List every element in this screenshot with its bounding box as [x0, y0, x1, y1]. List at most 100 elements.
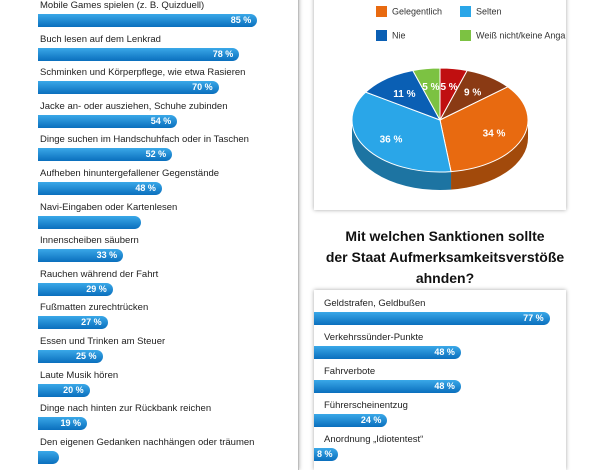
pie-slice-label: 5 % — [440, 82, 457, 93]
activity-bar: 70 % — [38, 81, 219, 95]
legend-swatch — [460, 6, 471, 18]
sanction-label: Geldstrafen, Geldbußen — [324, 298, 426, 309]
sanctions-title-line: Mit welchen Sanktionen sollte — [345, 228, 545, 244]
sanction-row: Verkehrssünder-Punkte 48 % — [314, 332, 562, 364]
activity-label: Den eigenen Gedanken nachhängen oder trä… — [40, 436, 255, 448]
activity-value: 78 % — [212, 48, 234, 59]
activity-label: Fußmatten zurechtrücken — [40, 302, 149, 314]
activity-bar: 78 % — [38, 47, 240, 61]
activity-label: Rauchen während der Fahrt — [40, 268, 159, 280]
pie-panel: Gelegentlich Selten Nie Weiß nicht/keine… — [314, 0, 566, 210]
activity-value: 25 % — [75, 351, 97, 361]
pie-slice-label: 5 % — [422, 82, 439, 93]
sanction-label: Verkehrssünder-Punkte — [324, 332, 424, 343]
activity-label: Navi-Eingaben oder Kartenlesen — [40, 201, 178, 213]
sanction-bar: 77 % — [314, 312, 550, 325]
sanction-row: Fahrverbote 48 % — [314, 366, 562, 398]
activity-row: Den eigenen Gedanken nachhängen oder trä… — [38, 437, 296, 469]
pie-slice-side — [352, 120, 452, 190]
legend-item-weiss-nicht: Weiß nicht/keine Angabe — [460, 30, 566, 42]
legend-label: Nie — [392, 30, 406, 41]
activity-value: 27 % — [81, 317, 102, 328]
pie-slice-label: 34 % — [483, 129, 506, 140]
legend-swatch — [376, 6, 387, 18]
activity-label: Laute Musik hören — [40, 369, 119, 381]
activity-row: Aufheben hinuntergefallener Gegenstände 4… — [38, 168, 296, 200]
pie-slice-side — [451, 120, 528, 190]
legend-item-selten: Selten — [460, 6, 502, 18]
activity-bar: 27 % — [38, 316, 108, 330]
activity-label: Schminken und Körperpflege, wie etwa Ras… — [40, 67, 246, 79]
activity-value: 29 % — [86, 283, 107, 294]
sanction-value: 48 % — [434, 381, 455, 391]
legend-label: Selten — [476, 6, 502, 17]
activity-bar: 85 % — [38, 14, 258, 27]
activity-bar — [38, 215, 142, 229]
pie-slice-label: 11 % — [393, 89, 415, 100]
activity-bar — [38, 450, 59, 464]
sanction-bar: 48 % — [314, 380, 461, 393]
legend-label: Gelegentlich — [392, 6, 443, 17]
activity-row: Dinge suchen im Handschuhfach oder in Ta… — [38, 134, 296, 166]
activity-row: Navi-Eingaben oder Kartenlesen — [38, 202, 296, 234]
legend-item-gelegentlich: Gelegentlich — [376, 6, 443, 18]
activity-label: Dinge suchen im Handschuhfach oder in Ta… — [40, 134, 249, 146]
activity-row: Schminken und Körperpflege, wie etwa Ras… — [38, 67, 296, 99]
activity-bar: 29 % — [38, 282, 113, 296]
activity-label: Aufheben hinuntergefallener Gegenstände — [40, 168, 220, 179]
activity-bar: 52 % — [38, 148, 173, 162]
activity-value: 48 % — [135, 183, 156, 193]
activity-row: Jacke an- oder ausziehen, Schuhe zubinde… — [38, 101, 296, 133]
sanction-label: Führerscheinentzug — [324, 400, 408, 411]
activity-label: Innenscheiben säubern — [40, 235, 139, 247]
sanctions-title: Mit welchen Sanktionen sollte der Staat … — [300, 226, 590, 289]
activity-value: 52 % — [145, 149, 167, 160]
activities-panel: Mobile Games spielen (z. B. Quizduell) 85… — [0, 0, 299, 470]
activity-row: Essen und Trinken am Steuer 25 % — [38, 336, 296, 368]
activity-label: Essen und Trinken am Steuer — [40, 336, 166, 347]
sanctions-panel: Geldstrafen, Geldbußen 77 % Verkehrssünder… — [314, 290, 566, 470]
sanction-row: Führerscheinentzug 24 % — [314, 400, 562, 432]
sanction-label: Anordnung „Idiotentest“ — [324, 434, 424, 445]
sanction-label: Fahrverbote — [324, 366, 376, 377]
activity-row: Mobile Games spielen (z. B. Quizduell) 85… — [38, 0, 296, 32]
sanction-value: 24 % — [360, 415, 382, 425]
activity-label: Jacke an- oder ausziehen, Schuhe zubinde… — [40, 100, 228, 112]
legend-label: Weiß nicht/keine Angabe — [476, 30, 566, 41]
activity-bar: 20 % — [38, 383, 90, 397]
activity-row: Dinge nach hinten zur Rückbank reichen 19… — [38, 403, 296, 435]
activity-bar: 54 % — [38, 114, 178, 128]
activity-row: Buch lesen auf dem Lenkrad 78 % — [38, 34, 296, 66]
pie-slice-label: 9 % — [464, 88, 481, 99]
activity-value: 85 % — [230, 15, 252, 25]
activity-bar: 33 % — [38, 249, 124, 263]
activity-label: Mobile Games spielen (z. B. Quizduell) — [40, 0, 205, 11]
activity-value: 20 % — [63, 384, 84, 395]
sanction-value: 8 % — [316, 449, 333, 459]
activity-bar: 25 % — [38, 350, 103, 363]
legend-item-nie: Nie — [376, 30, 406, 42]
sanction-bar: 48 % — [314, 346, 461, 359]
sanctions-title-line: der Staat Aufmerksamkeitsverstöße — [325, 249, 565, 265]
activity-value: 70 % — [192, 82, 213, 93]
sanction-row: Geldstrafen, Geldbußen 77 % — [314, 298, 562, 330]
activity-row: Rauchen während der Fahrt 29 % — [38, 269, 296, 301]
activity-label: Buch lesen auf dem Lenkrad — [40, 33, 161, 45]
activity-row: Laute Musik hören 20 % — [38, 370, 296, 402]
pie-slice-label: 36 % — [380, 134, 403, 145]
activity-bar: 48 % — [38, 182, 162, 195]
sanction-row: Anordnung „Idiotentest“ 8 % — [314, 434, 562, 466]
activity-value: 33 % — [96, 250, 118, 261]
pie-slice — [412, 67, 441, 121]
legend-swatch — [460, 30, 471, 42]
sanction-value: 77 % — [523, 313, 544, 323]
activity-row: Fußmatten zurechtrücken 27 % — [38, 302, 296, 334]
sanction-value: 48 % — [434, 347, 455, 357]
pie-chart: 5 % 9 % 34 % 36 % 11 % 5 % — [351, 67, 529, 190]
activity-label: Dinge nach hinten zur Rückbank reichen — [40, 403, 212, 415]
sanction-bar: 24 % — [314, 414, 388, 427]
legend-swatch — [376, 30, 387, 42]
sanctions-title-line: ahnden? — [415, 270, 475, 286]
activity-bar: 19 % — [38, 417, 88, 431]
activity-value: 54 % — [150, 115, 172, 126]
